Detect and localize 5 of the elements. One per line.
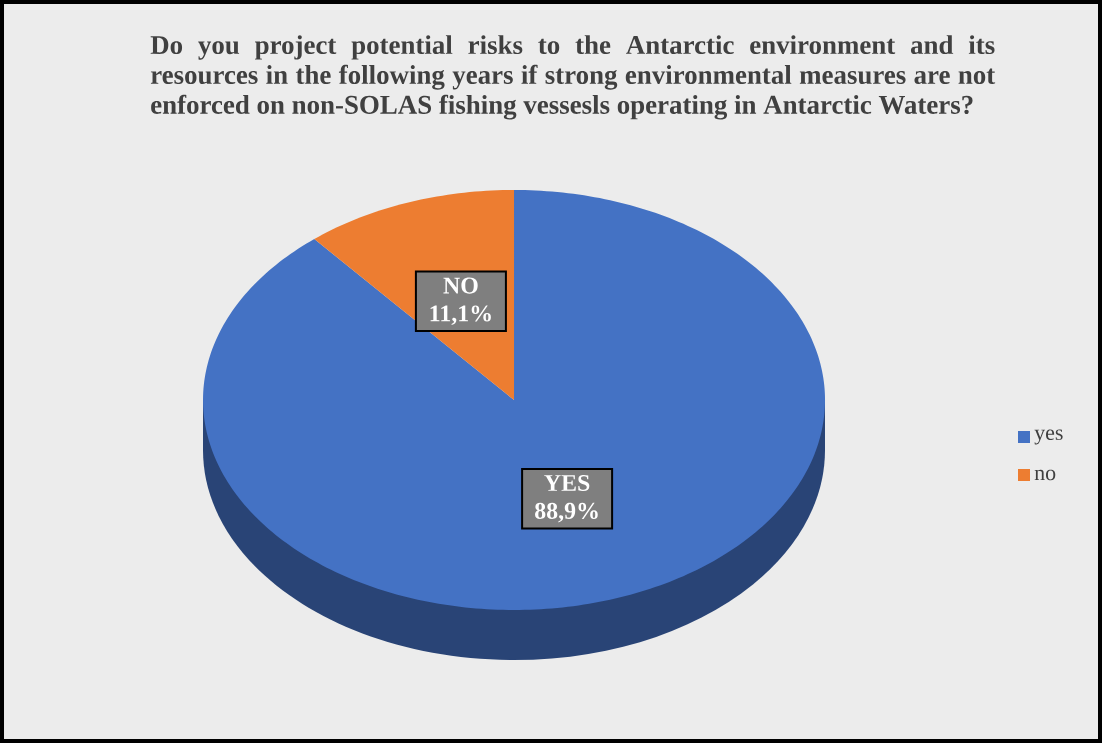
legend-label: no: [1034, 469, 1056, 481]
chart-title: Do you project potential risks to the Antarctic environment and its resources in the following years if strong environmental measures are not enforced on non-SOLAS fishing vessesls operating in Antarctic Waters?: [150, 35, 996, 120]
legend-label: yes: [1034, 429, 1063, 445]
data-label: YES 88,9%: [535, 474, 598, 523]
data-label: NO 11,1%: [430, 277, 491, 325]
